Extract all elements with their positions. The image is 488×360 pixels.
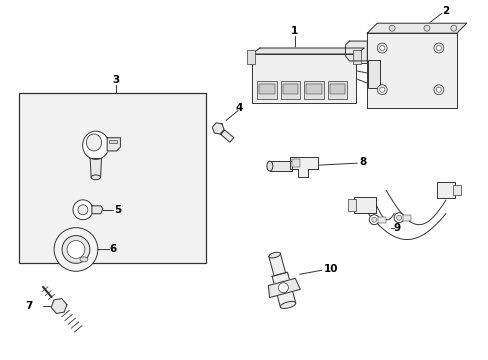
Circle shape [435,46,441,50]
Bar [329,84,345,94]
Polygon shape [289,157,317,177]
Bar [280,81,300,99]
Bar [304,81,323,99]
Bar [452,185,460,195]
Bar [282,84,298,94]
Circle shape [376,85,386,95]
Ellipse shape [86,134,102,151]
Circle shape [54,228,98,271]
Circle shape [62,235,90,264]
Bar [258,84,274,94]
Circle shape [67,240,85,258]
Ellipse shape [91,175,101,180]
Text: 10: 10 [323,264,337,274]
Bar [436,182,454,198]
Circle shape [376,43,386,53]
Polygon shape [51,298,67,314]
Circle shape [379,46,384,50]
Circle shape [396,215,401,220]
Ellipse shape [280,301,295,309]
Text: 6: 6 [109,244,117,255]
Bar [109,140,117,143]
Ellipse shape [268,252,280,258]
Circle shape [450,25,456,31]
Polygon shape [107,138,120,151]
Circle shape [388,25,394,31]
Text: 3: 3 [112,75,119,85]
Text: 1: 1 [290,26,298,36]
Bar [377,217,386,223]
Circle shape [393,213,403,223]
Text: 9: 9 [392,222,400,233]
Text: 4: 4 [235,103,242,113]
Circle shape [278,283,288,293]
Ellipse shape [266,161,272,171]
Bar [269,161,291,171]
Polygon shape [271,272,295,307]
Bar [327,81,346,99]
Bar [291,159,299,167]
Polygon shape [251,48,364,54]
Polygon shape [90,158,102,177]
Polygon shape [92,206,102,214]
Text: 5: 5 [114,205,121,215]
Text: 2: 2 [441,6,448,16]
Polygon shape [251,54,356,103]
Bar [402,215,410,221]
Circle shape [379,87,384,92]
Text: 8: 8 [359,157,366,167]
Bar [354,197,375,213]
Circle shape [423,25,429,31]
Circle shape [371,217,376,222]
Circle shape [368,215,379,225]
Polygon shape [345,41,366,61]
Bar [19,93,206,264]
Circle shape [433,85,443,95]
Bar [305,84,321,94]
Ellipse shape [82,131,109,159]
Polygon shape [268,253,285,276]
Bar [347,199,356,211]
Bar [256,81,276,99]
Circle shape [435,87,441,92]
Polygon shape [366,33,456,108]
Text: 7: 7 [25,301,33,311]
Ellipse shape [80,257,88,262]
Bar [367,60,380,88]
Polygon shape [268,278,300,298]
Polygon shape [366,23,466,33]
Bar [246,50,254,64]
Circle shape [73,200,93,220]
Polygon shape [221,130,233,142]
Polygon shape [212,123,224,134]
Circle shape [78,205,88,215]
Bar [353,50,361,64]
Circle shape [433,43,443,53]
